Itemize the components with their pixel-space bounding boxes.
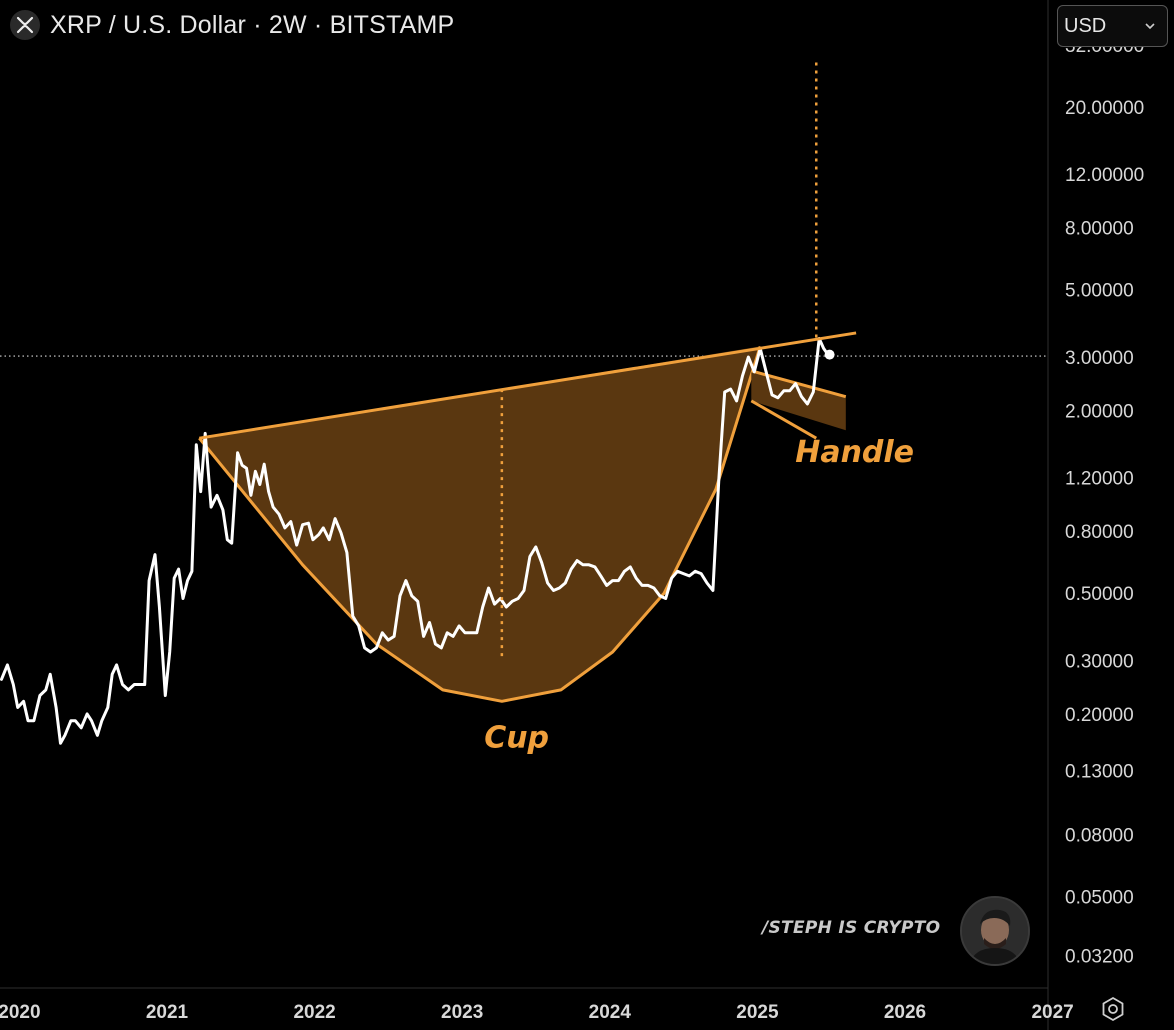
chevron-down-icon (1145, 23, 1155, 30)
y-tick-label: 0.20000 (1065, 705, 1134, 726)
y-tick-label: 0.13000 (1065, 762, 1134, 783)
watermark-text: /STEPH IS CRYPTO (762, 918, 941, 938)
x-tick-label: 2026 (884, 1002, 926, 1023)
avatar (960, 896, 1030, 966)
settings-icon (1102, 996, 1124, 1022)
x-tick-label: 2024 (589, 1002, 632, 1023)
time-axis[interactable]: 2020 2021 2022 2023 2024 2025 2026 2027 (0, 1002, 1074, 1023)
handle-lower-line (750, 399, 818, 440)
y-tick-label: 5.00000 (1065, 281, 1134, 302)
cup-fill (199, 346, 761, 702)
x-tick-label: 2021 (146, 1002, 189, 1023)
price-line (0, 337, 829, 745)
y-tick-label: 0.30000 (1065, 651, 1134, 672)
x-tick-label: 2027 (1031, 1002, 1073, 1023)
x-tick-label: 2020 (0, 1002, 41, 1023)
currency-select[interactable]: USD (1057, 5, 1168, 47)
y-tick-label: 2.00000 (1065, 401, 1134, 422)
annotation-layer: Cup Handle (199, 62, 914, 756)
x-tick-label: 2025 (736, 1002, 779, 1023)
y-tick-label: 0.03200 (1065, 946, 1134, 967)
cup-label: Cup (484, 721, 549, 756)
y-tick-label: 0.80000 (1065, 522, 1134, 543)
price-axis[interactable]: 32.0000020.0000012.000008.000005.000003.… (1065, 36, 1144, 968)
y-tick-label: 12.00000 (1065, 165, 1144, 186)
x-tick-label: 2023 (441, 1002, 483, 1023)
y-tick-label: 1.20000 (1065, 469, 1134, 490)
chart-header: XRP / U.S. Dollar · 2W · BITSTAMP (10, 8, 454, 42)
handle-label: Handle (795, 435, 914, 470)
settings-button[interactable] (1098, 994, 1128, 1024)
cup-curve (198, 345, 762, 703)
handle-fill (751, 370, 846, 431)
y-tick-label: 0.50000 (1065, 584, 1134, 605)
cup-pattern (198, 345, 847, 703)
y-tick-label: 0.05000 (1065, 888, 1134, 909)
price-series (0, 337, 835, 745)
xrp-logo-icon (10, 10, 40, 40)
resistance-line (199, 331, 857, 440)
y-tick-label: 3.00000 (1065, 348, 1134, 369)
y-tick-label: 20.00000 (1065, 98, 1144, 119)
last-price-point (824, 349, 835, 360)
x-tick-label: 2022 (293, 1002, 335, 1023)
y-tick-label: 8.00000 (1065, 219, 1134, 240)
currency-value: USD (1064, 14, 1107, 37)
y-tick-label: 0.08000 (1065, 826, 1134, 847)
symbol-title[interactable]: XRP / U.S. Dollar · 2W · BITSTAMP (50, 10, 455, 39)
